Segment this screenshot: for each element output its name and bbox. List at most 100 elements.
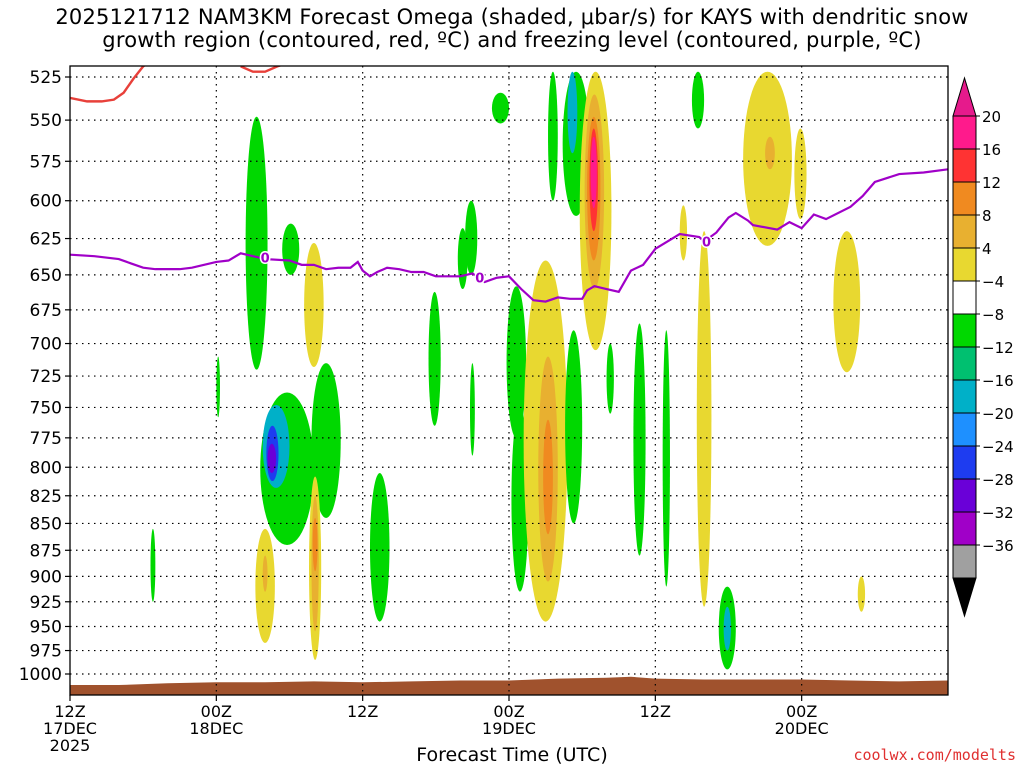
freezing-level-label-2: 0 [702, 235, 711, 250]
omega-region-10 [312, 517, 318, 572]
y-tick-label-550: 550 [30, 111, 62, 131]
colorbar-label-13: −36 [982, 537, 1014, 555]
colorbar-label-8: −16 [982, 372, 1014, 390]
y-tick-label-600: 600 [30, 192, 62, 212]
omega-region-19 [469, 363, 475, 456]
omega-region-40 [679, 205, 688, 261]
omega-region-25 [543, 419, 553, 535]
colorbar-label-5: −4 [982, 273, 1004, 291]
omega-region-0 [245, 116, 268, 370]
colorbar-label-4: 4 [982, 240, 992, 258]
freezing-level-line [70, 168, 948, 303]
x-tick-label-12-1: 12Z [347, 702, 378, 721]
omega-region-44 [765, 136, 775, 170]
x-tick-label-18-1: 00Z [493, 702, 524, 721]
colorbar-label-0: 20 [982, 108, 1001, 126]
colorbar-label-1: 16 [982, 141, 1001, 159]
y-tick-label-625: 625 [30, 230, 62, 250]
y-tick-label-900: 900 [30, 567, 62, 587]
omega-region-7 [311, 363, 341, 518]
x-tick-label-6-1: 00Z [201, 702, 232, 721]
y-tick-label-700: 700 [30, 335, 62, 355]
colorbar-swatch-2 [952, 181, 977, 216]
plot-area: 0 0 0 [70, 66, 948, 695]
colorbar-top-arrow [952, 76, 977, 117]
colorbar-swatch-7 [952, 346, 977, 381]
freezing-level-label-0: 0 [261, 252, 270, 267]
dgz-contour-line-2 [240, 66, 283, 73]
omega-region-5 [282, 223, 300, 275]
x-tick-label-0-1: 12Z [54, 702, 85, 721]
y-tick-label-525: 525 [30, 68, 62, 88]
colorbar-swatch-8 [952, 379, 977, 414]
x-tick-label-24-1: 12Z [640, 702, 671, 721]
omega-region-15 [457, 228, 468, 290]
omega-region-20 [491, 92, 510, 124]
x-tick-label-30-2: 20DEC [775, 719, 829, 738]
x-tick-label-0-2: 17DEC [43, 719, 97, 738]
colorbar-swatch-10 [952, 445, 977, 480]
x-tick-label-18-2: 19DEC [482, 719, 536, 738]
omega-region-39 [696, 231, 712, 607]
colorbar-swatch-3 [952, 214, 977, 249]
omega-region-47 [857, 576, 866, 612]
chart-title: 2025121712 NAM3KM Forecast Omega (shaded… [0, 6, 1024, 52]
title-line-2: growth region (contoured, red, ºC) and f… [102, 28, 922, 52]
colorbar-swatch-11 [952, 478, 977, 513]
omega-region-36 [633, 323, 646, 556]
omega-region-21 [506, 286, 527, 438]
y-tick-label-950: 950 [30, 617, 62, 637]
omega-region-34 [590, 136, 597, 209]
colorbar-swatch-6 [952, 313, 977, 348]
x-tick-label-0-3: 2025 [50, 736, 91, 755]
omega-region-18 [216, 356, 220, 418]
y-tick-label-925: 925 [30, 593, 62, 613]
omega-region-46 [833, 231, 861, 373]
y-tick-label-650: 650 [30, 266, 62, 286]
terrain-fill [70, 676, 948, 695]
omega-region-17 [150, 528, 156, 602]
colorbar-swatch-12 [952, 511, 977, 546]
title-line-1: 2025121712 NAM3KM Forecast Omega (shaded… [55, 5, 969, 29]
omega-region-27 [548, 71, 558, 201]
y-tick-label-825: 825 [30, 487, 62, 507]
y-tick-label-725: 725 [30, 367, 62, 387]
omega-region-26 [565, 330, 583, 524]
colorbar-label-9: −20 [982, 405, 1014, 423]
colorbar-label-11: −28 [982, 471, 1014, 489]
colorbar-swatch-13 [952, 544, 977, 579]
colorbar-label-6: −8 [982, 306, 1004, 324]
omega-region-37 [662, 330, 670, 587]
dgz-contour-line [70, 66, 146, 103]
omega-region-4 [267, 443, 277, 474]
x-tick-label-30-1: 00Z [786, 702, 817, 721]
omega-region-12 [262, 555, 268, 592]
colorbar-swatch-9 [952, 412, 977, 447]
colorbar-label-12: −32 [982, 504, 1014, 522]
omega-region-45 [794, 128, 807, 220]
colorbar-swatch-0 [952, 115, 977, 150]
y-tick-label-975: 975 [30, 642, 62, 662]
credit-link[interactable]: coolwx.com/modelts [853, 746, 1016, 764]
omega-region-14 [428, 291, 441, 426]
omega-region-42 [723, 606, 731, 651]
colorbar-swatch-1 [952, 148, 977, 183]
y-tick-label-850: 850 [30, 514, 62, 534]
omega-region-6 [304, 242, 324, 368]
x-tick-label-6-2: 18DEC [189, 719, 243, 738]
y-tick-label-875: 875 [30, 541, 62, 561]
colorbar-label-3: 8 [982, 207, 992, 225]
y-tick-label-675: 675 [30, 301, 62, 321]
y-tick-label-575: 575 [30, 152, 62, 172]
colorbar-swatch-4 [952, 247, 977, 282]
colorbar-label-10: −24 [982, 438, 1014, 456]
colorbar-bottom-arrow [952, 577, 977, 618]
omega-region-29 [567, 71, 578, 154]
omega-region-13 [369, 473, 390, 622]
y-tick-label-800: 800 [30, 458, 62, 478]
omega-region-16 [465, 200, 478, 275]
x-axis-title: Forecast Time (UTC) [416, 744, 608, 766]
colorbar-label-7: −12 [982, 339, 1014, 357]
colorbar-label-2: 12 [982, 174, 1001, 192]
